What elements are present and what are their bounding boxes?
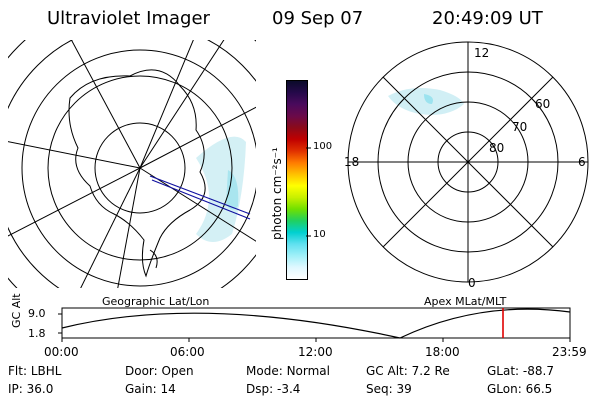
- param-seq: Seq: 39: [366, 382, 412, 396]
- param-door: Door: Open: [125, 364, 194, 378]
- ytick-1-8: 1.8: [28, 327, 46, 340]
- altitude-ylabel: GC Alt: [10, 293, 23, 328]
- param-flt: Flt: LBHL: [8, 364, 62, 378]
- xtick-1800: 18:00: [425, 345, 460, 359]
- xtick-0000: 00:00: [44, 345, 79, 359]
- ytick-9: 9.0: [28, 307, 46, 320]
- mlat-label-70: 70: [512, 120, 528, 134]
- mlt-label-0: 0: [468, 276, 476, 290]
- mlat-label-60: 60: [535, 97, 551, 111]
- instrument-title: Ultraviolet Imager: [47, 8, 210, 29]
- time-label: 20:49:09 UT: [432, 8, 543, 29]
- param-mode: Mode: Normal: [246, 364, 330, 378]
- colorbar: [286, 80, 308, 280]
- param-ip: IP: 36.0: [8, 382, 54, 396]
- param-glat: GLat: -88.7: [487, 364, 554, 378]
- xtick-1200: 12:00: [298, 345, 333, 359]
- param-glon: GLon: 66.5: [487, 382, 553, 396]
- xtick-0600: 06:00: [170, 345, 205, 359]
- colorbar-tick-10: 10: [313, 229, 326, 240]
- param-gc-alt: GC Alt: 7.2 Re: [366, 364, 450, 378]
- polar-panel-label: Apex MLat/MLT: [424, 295, 507, 308]
- mlt-label-18: 18: [344, 155, 360, 169]
- colorbar-tick-100: 100: [313, 141, 333, 152]
- mlt-label-6: 6: [578, 155, 586, 169]
- date-label: 09 Sep 07: [272, 8, 364, 29]
- geo-grid: [8, 40, 256, 288]
- geo-panel-label: Geographic Lat/Lon: [102, 295, 210, 308]
- mlt-label-12: 12: [474, 46, 490, 60]
- param-dsp: Dsp: -3.4: [246, 382, 301, 396]
- xtick-2359: 23:59: [552, 345, 587, 359]
- param-gain: Gain: 14: [125, 382, 176, 396]
- mlat-label-80: 80: [489, 141, 505, 155]
